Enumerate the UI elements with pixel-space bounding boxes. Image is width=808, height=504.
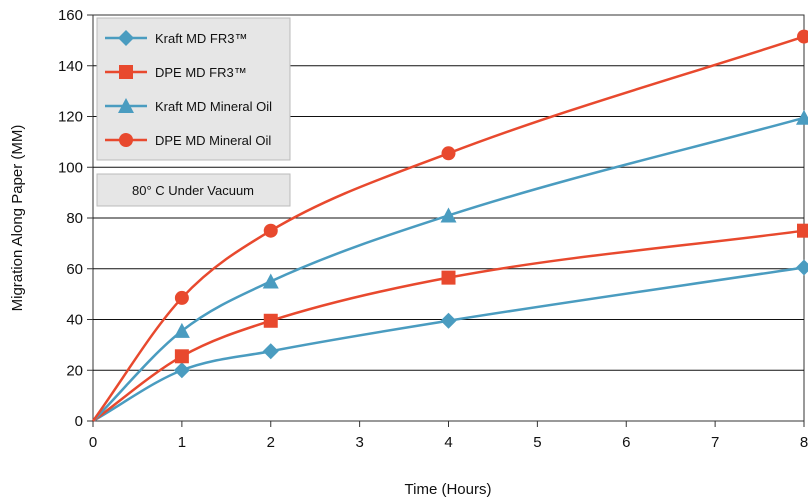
y-axis-title: Migration Along Paper (MM) [9, 125, 26, 312]
series-line [91, 35, 805, 422]
x-tick-label: 7 [711, 434, 719, 451]
data-point [796, 109, 808, 125]
series-3 [91, 29, 808, 422]
x-tick-label: 1 [178, 434, 186, 451]
data-point [174, 349, 189, 364]
x-tick-label: 2 [267, 434, 275, 451]
legend-marker [119, 133, 133, 147]
data-point [174, 290, 189, 305]
legend-entry: Kraft MD FR3™ [105, 30, 247, 46]
data-point [797, 223, 808, 238]
x-tick-label: 4 [444, 434, 452, 451]
series-0 [92, 259, 808, 423]
legend-entry: DPE MD FR3™ [105, 65, 247, 80]
series-2 [92, 109, 808, 422]
annotation-text: 80° C Under Vacuum [132, 183, 254, 198]
legend-entry: Kraft MD Mineral Oil [105, 98, 272, 114]
data-point [173, 362, 190, 379]
legend-label: DPE MD FR3™ [155, 65, 247, 80]
x-tick-label: 6 [622, 434, 630, 451]
gridlines [93, 65, 804, 371]
x-tick-label: 0 [89, 434, 97, 451]
legend-label: Kraft MD Mineral Oil [155, 99, 272, 114]
data-point [263, 223, 278, 238]
data-point [262, 343, 279, 360]
series-layer [91, 29, 808, 423]
series-1 [92, 223, 808, 423]
x-axis-title: Time (Hours) [405, 481, 492, 498]
legend-entry: DPE MD Mineral Oil [105, 133, 271, 148]
y-tick-label: 40 [66, 312, 83, 329]
legend: Kraft MD FR3™ DPE MD FR3™ Kraft MD Mineral… [96, 17, 291, 207]
series-line [92, 266, 805, 423]
x-tick-label: 8 [800, 434, 808, 451]
annotation-box [96, 173, 291, 207]
data-point [263, 313, 278, 328]
data-point [173, 322, 190, 338]
y-tick-label: 140 [58, 58, 83, 75]
legend-marker [118, 30, 134, 46]
x-tick-label: 5 [533, 434, 541, 451]
legend-label: DPE MD Mineral Oil [155, 133, 271, 148]
series-line [92, 229, 805, 423]
data-point [262, 273, 279, 289]
y-tick-label: 120 [58, 109, 83, 126]
legend-label: Kraft MD FR3™ [155, 31, 247, 46]
y-tick-label: 160 [58, 7, 83, 24]
axes: 0 20 40 60 80 100 120 140 160 0 1 2 3 4 5 6 7 8 [58, 7, 808, 451]
legend-marker [119, 65, 133, 79]
legend-marker [118, 98, 134, 113]
y-tick-label: 0 [75, 413, 83, 430]
x-tick-label: 3 [355, 434, 363, 451]
data-point [797, 29, 808, 44]
data-point [441, 270, 456, 285]
y-tick-label: 80 [66, 210, 83, 227]
data-point [440, 312, 457, 329]
data-point [796, 259, 808, 276]
y-tick-label: 100 [58, 159, 83, 176]
data-point [441, 146, 456, 161]
y-tick-label: 20 [66, 362, 83, 379]
series-line [92, 116, 805, 422]
y-tick-label: 60 [66, 261, 83, 278]
data-point [440, 207, 457, 223]
